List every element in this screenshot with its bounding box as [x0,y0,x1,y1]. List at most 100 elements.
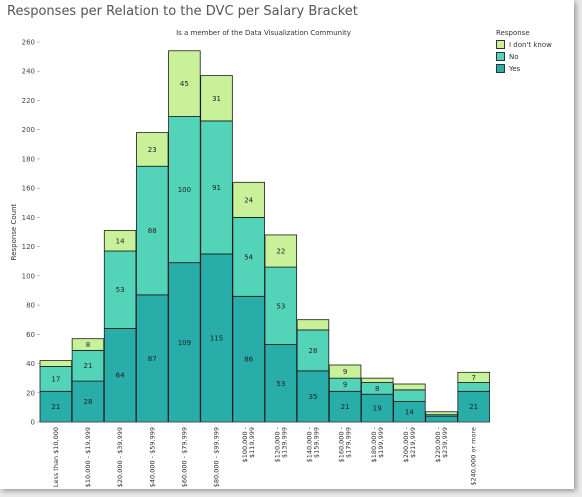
bar-yes-12 [425,415,458,423]
data-label-yes-3: 87 [148,355,157,363]
x-tick-label-1: $10,000 - $19,999 [84,427,92,487]
bar-i-don-t-know-10 [361,377,394,383]
legend-label-dont-know: I don't know [509,40,552,49]
data-label-i-don-t-know-6: 24 [244,196,253,204]
data-label-no-1: 21 [84,362,93,370]
y-axis-label: Response Count [10,203,18,260]
data-label-no-8: 28 [309,347,318,355]
data-label-no-3: 88 [148,227,157,235]
data-label-yes-10: 19 [373,405,382,413]
data-label-yes-11: 14 [405,408,414,416]
data-label-no-6: 54 [244,253,253,261]
x-tick-label-11: $200,000 -$219,999 [402,426,417,462]
y-tick-label-40: 40 [26,360,35,368]
bar-i-don-t-know-1 [71,338,105,351]
chart-legend: Response I don't know No Yes [496,29,552,76]
bar-i-don-t-know-6 [232,181,265,218]
data-label-i-don-t-know-7: 22 [276,248,285,256]
data-label-no-10: 8 [375,385,379,393]
data-label-yes-5: 115 [210,334,223,342]
y-tick-label-120: 120 [22,243,35,251]
bar-i-don-t-know-11 [393,383,426,391]
legend-label-yes: Yes [509,64,521,73]
bar-no-11 [393,389,426,402]
legend-swatch-no [496,52,505,61]
legend-swatch-yes [496,64,505,73]
x-tick-label-12: $220,000 -$239,999 [434,426,449,462]
bar-no-1 [71,349,105,382]
x-tick-label-8: $140,000 -$159,999 [305,426,320,462]
data-label-yes-8: 35 [309,393,318,401]
y-tick-label-240: 240 [22,68,35,76]
x-tick-label-13: $240,000 or more [470,427,478,486]
x-tick-label-0: Less than $10,000 [52,427,60,487]
data-label-yes-4: 109 [178,339,191,347]
y-tick-label-80: 80 [26,302,35,310]
legend-item-no[interactable]: No [496,52,552,61]
y-tick-label-180: 180 [22,155,35,163]
bar-no-8 [296,329,330,372]
data-label-i-don-t-know-5: 31 [212,95,221,103]
bar-no-3 [136,165,169,296]
x-tick-label-2: $20,000 - $39,999 [116,427,124,487]
bar-i-don-t-know-2 [103,230,137,252]
bar-i-don-t-know-9 [328,364,362,379]
x-tick-label-3: $40,000 - $59,999 [148,427,156,487]
data-label-i-don-t-know-3: 23 [148,146,157,154]
data-label-yes-6: 86 [244,356,253,364]
chart-title: Responses per Relation to the DVC per Sa… [7,4,358,19]
data-label-yes-0: 21 [51,403,60,411]
bar-i-don-t-know-3 [136,132,169,167]
bar-no-13 [457,382,490,392]
data-label-i-don-t-know-2: 14 [116,237,125,245]
legend-swatch-dont-know [496,40,505,49]
legend-label-no: No [509,52,519,61]
x-tick-label-4: $60,000 - $79,999 [180,427,188,487]
bar-no-2 [103,250,137,329]
data-label-yes-2: 64 [116,372,125,380]
y-tick-label-200: 200 [22,126,35,134]
bar-i-don-t-know-8 [296,319,330,331]
bar-i-don-t-know-13 [457,371,490,383]
chart-plot: 0 20 40 60 80 100 120 140 160 180 200 220 240 260 Resp… [10,39,490,487]
y-tick-label-220: 220 [22,97,35,105]
x-tick-label-5: $80,000 - $99,999 [213,427,221,487]
data-label-i-don-t-know-4: 45 [180,80,189,88]
data-label-i-don-t-know-1: 8 [86,341,90,349]
data-label-i-don-t-know-9: 9 [343,368,347,376]
bar-i-don-t-know-12 [425,411,458,416]
chart-card: Responses per Relation to the DVC per Sa… [0,0,574,489]
data-label-no-9: 9 [343,381,347,389]
bar-no-5 [200,120,233,255]
bar-no-7 [264,266,298,345]
legend-item-yes[interactable]: Yes [496,64,552,73]
y-tick-label-100: 100 [22,272,35,280]
bar-yes-8 [296,370,330,423]
bar-i-don-t-know-7 [264,234,298,268]
data-label-yes-7: 53 [276,380,285,388]
data-label-yes-1: 28 [84,398,93,406]
y-tick-label-140: 140 [22,214,35,222]
legend-title: Response [496,29,530,37]
data-label-yes-13: 21 [469,403,478,411]
y-tick-label-0: 0 [31,419,35,427]
bar-yes-6 [232,295,265,423]
bar-no-4 [168,116,201,264]
data-label-no-4: 100 [178,186,191,194]
bar-yes-4 [168,262,201,423]
data-label-i-don-t-know-13: 7 [471,374,475,382]
legend-item-dont-know[interactable]: I don't know [496,40,552,49]
chart-subtitle: Is a member of the Data Visualization Co… [176,29,351,37]
bar-yes-9 [328,390,362,423]
bar-yes-10 [361,393,394,423]
data-label-no-0: 17 [51,375,60,383]
x-tick-label-10: $180,000 -$199,999 [370,426,385,462]
y-tick-label-60: 60 [26,331,35,339]
data-label-no-7: 53 [276,302,285,310]
x-tick-label-9: $160,000 -$179,999 [338,426,353,462]
data-label-no-2: 53 [116,286,125,294]
bar-no-6 [232,216,265,297]
bar-i-don-t-know-0 [39,360,73,367]
data-label-yes-9: 21 [341,403,350,411]
y-tick-label-20: 20 [26,389,35,397]
